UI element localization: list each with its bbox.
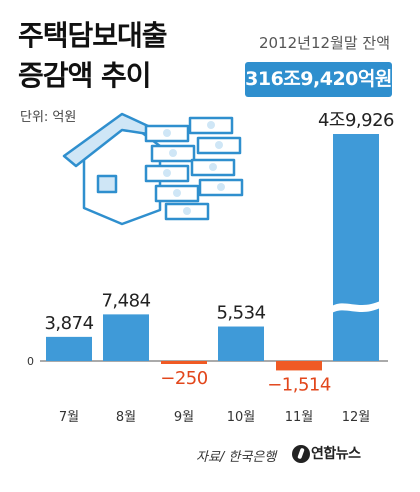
title-line-1: 주택담보대출 <box>18 19 168 52</box>
data-label: 3,874 <box>44 313 93 334</box>
source-note: 자료/ 한국은행 <box>196 450 277 465</box>
bar <box>218 326 264 361</box>
bar <box>46 336 92 361</box>
balance-date-label: 2012년12월말 잔액 <box>258 34 390 52</box>
yonhap-logo: 연합뉴스 <box>292 442 361 466</box>
bar <box>161 361 207 364</box>
category-label: 8월 <box>116 410 136 425</box>
data-label: 7,484 <box>101 290 150 311</box>
title-line-2: 증감액 추이 <box>18 59 152 92</box>
bar <box>333 134 379 361</box>
category-label: 10월 <box>227 410 256 425</box>
data-label: −250 <box>160 368 207 389</box>
data-label: −1,514 <box>267 374 331 395</box>
category-label: 9월 <box>174 410 194 425</box>
bar <box>276 361 322 371</box>
category-label: 11월 <box>285 410 314 425</box>
category-label: 12월 <box>342 410 371 425</box>
logo-text: 연합뉴스 <box>311 445 361 462</box>
unit-label: 단위: 억원 <box>20 110 77 125</box>
axis-break-mark <box>331 300 381 314</box>
house-money-illustration <box>62 112 244 226</box>
balance-badge: 316조9,420억원 <box>245 62 392 97</box>
category-label: 7월 <box>59 410 79 425</box>
logo-mark-icon <box>292 444 310 463</box>
data-label: 5,534 <box>216 303 265 324</box>
bar <box>103 314 149 361</box>
chart-title: 주택담보대출 증감액 추이 <box>18 16 168 96</box>
data-label: 4조9,926 <box>318 110 394 131</box>
zero-tick-label: 0 <box>27 355 34 368</box>
